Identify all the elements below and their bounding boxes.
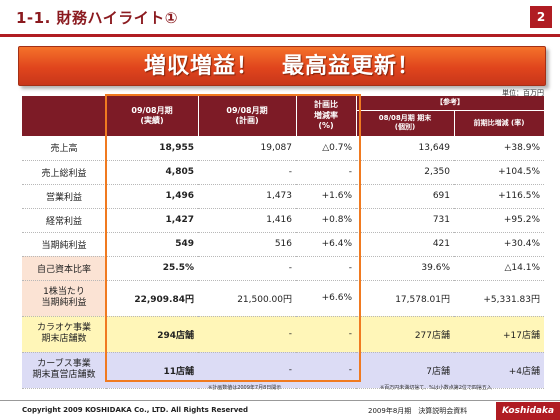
header-divider — [0, 34, 560, 37]
plan-cell: - — [198, 316, 296, 353]
vs-plan-cell: - — [296, 316, 356, 353]
table-row: 営業利益 1,496 1,473 +1.6% 691 +116.5% — [22, 184, 544, 209]
vs-plan-cell: - — [296, 352, 356, 389]
slide-title: 1-1. 財務ハイライト① — [16, 9, 178, 27]
vs-plan-cell: +1.6% — [296, 184, 356, 209]
yoy-cell: +116.5% — [454, 184, 544, 209]
actual-cell: 1,427 — [106, 208, 198, 233]
table-row: カーブス事業 期末直営店舗数 11店舗 - - 7店舗 +4店舗 — [22, 352, 544, 389]
label-header — [22, 96, 107, 136]
table-row: 1株当たり 当期純利益 22,909.84円 21,500.00円 +6.6% … — [22, 280, 544, 317]
actual-cell: 22,909.84円 — [106, 280, 198, 317]
vs-plan-cell: - — [296, 256, 356, 281]
plan-cell: - — [198, 160, 296, 185]
yoy-header: 前期比増減 (率) — [454, 110, 545, 136]
vs-plan-header: 計画比 増減率 (%) — [296, 96, 357, 136]
vs-plan-cell: - — [296, 160, 356, 185]
prior-cell: 691 — [356, 184, 454, 209]
plan-cell: - — [198, 352, 296, 389]
table-row: 当期純利益 549 516 +6.4% 421 +30.4% — [22, 232, 544, 257]
row-label: カラオケ事業 期末店舗数 — [22, 316, 106, 353]
row-label: 営業利益 — [22, 184, 106, 209]
actual-cell: 4,805 — [106, 160, 198, 185]
prior-cell: 2,350 — [356, 160, 454, 185]
actual-cell: 549 — [106, 232, 198, 257]
vs-plan-cell: +0.8% — [296, 208, 356, 233]
vs-plan-cell: +6.6% — [296, 280, 356, 317]
prior-cell: 7店舗 — [356, 352, 454, 389]
slide-header: 1-1. 財務ハイライト① 2 — [0, 0, 560, 34]
plan-cell: 21,500.00円 — [198, 280, 296, 317]
rounding-note: ※百万円未満切捨て、%は小数点第2位で四捨五入 — [380, 385, 492, 391]
plan-cell: 1,473 — [198, 184, 296, 209]
footer-divider — [0, 400, 560, 401]
row-label: 1株当たり 当期純利益 — [22, 280, 106, 317]
actual-cell: 294店舗 — [106, 316, 198, 353]
unit-label: 単位：百万円 — [502, 89, 544, 97]
headline-banner: 増収増益！ 最高益更新！ — [18, 46, 546, 86]
copyright: Copyright 2009 KOSHIDAKA Co., LTD. All R… — [22, 406, 249, 414]
table-row: 自己資本比率 25.5% - - 39.6% △14.1% — [22, 256, 544, 281]
row-label: 自己資本比率 — [22, 256, 106, 281]
prior-cell: 17,578.01円 — [356, 280, 454, 317]
company-logo: Koshidaka — [496, 402, 560, 420]
plan-note: ※計画数値は2009年7月8日開示 — [208, 385, 282, 391]
table-row: 売上高 18,955 19,087 △0.7% 13,649 +38.9% — [22, 136, 544, 161]
yoy-cell: +4店舗 — [454, 352, 544, 389]
document-title: 2009年8月期 決算説明会資料 — [368, 407, 468, 415]
row-label: 当期純利益 — [22, 232, 106, 257]
row-label: カーブス事業 期末直営店舗数 — [22, 352, 106, 389]
row-label: 売上高 — [22, 136, 106, 161]
yoy-cell: +30.4% — [454, 232, 544, 257]
page-number: 2 — [530, 6, 552, 28]
actual-cell: 18,955 — [106, 136, 198, 161]
table-row: カラオケ事業 期末店舗数 294店舗 - - 277店舗 +17店舗 — [22, 316, 544, 353]
prior-cell: 421 — [356, 232, 454, 257]
yoy-cell: +104.5% — [454, 160, 544, 185]
plan-cell: 516 — [198, 232, 296, 257]
prior-header: 08/08月期 期末 (個別) — [356, 110, 455, 136]
yoy-cell: +38.9% — [454, 136, 544, 161]
financial-table: 09/08月期 (実績) 09/08月期 (計画) 計画比 増減率 (%) 【参… — [22, 96, 545, 389]
vs-plan-cell: △0.7% — [296, 136, 356, 161]
prior-cell: 39.6% — [356, 256, 454, 281]
plan-cell: 1,416 — [198, 208, 296, 233]
prior-cell: 13,649 — [356, 136, 454, 161]
prior-cell: 731 — [356, 208, 454, 233]
row-label: 売上総利益 — [22, 160, 106, 185]
yoy-cell: +95.2% — [454, 208, 544, 233]
plan-header: 09/08月期 (計画) — [198, 96, 297, 136]
row-label: 経常利益 — [22, 208, 106, 233]
actual-cell: 11店舗 — [106, 352, 198, 389]
reference-header: 【参考】 — [356, 96, 545, 111]
plan-cell: - — [198, 256, 296, 281]
actual-cell: 25.5% — [106, 256, 198, 281]
actual-cell: 1,496 — [106, 184, 198, 209]
table-row: 売上総利益 4,805 - - 2,350 +104.5% — [22, 160, 544, 185]
prior-cell: 277店舗 — [356, 316, 454, 353]
plan-cell: 19,087 — [198, 136, 296, 161]
yoy-cell: +17店舗 — [454, 316, 544, 353]
actual-header: 09/08月期 (実績) — [106, 96, 199, 136]
yoy-cell: +5,331.83円 — [454, 280, 544, 317]
table-row: 経常利益 1,427 1,416 +0.8% 731 +95.2% — [22, 208, 544, 233]
yoy-cell: △14.1% — [454, 256, 544, 281]
vs-plan-cell: +6.4% — [296, 232, 356, 257]
